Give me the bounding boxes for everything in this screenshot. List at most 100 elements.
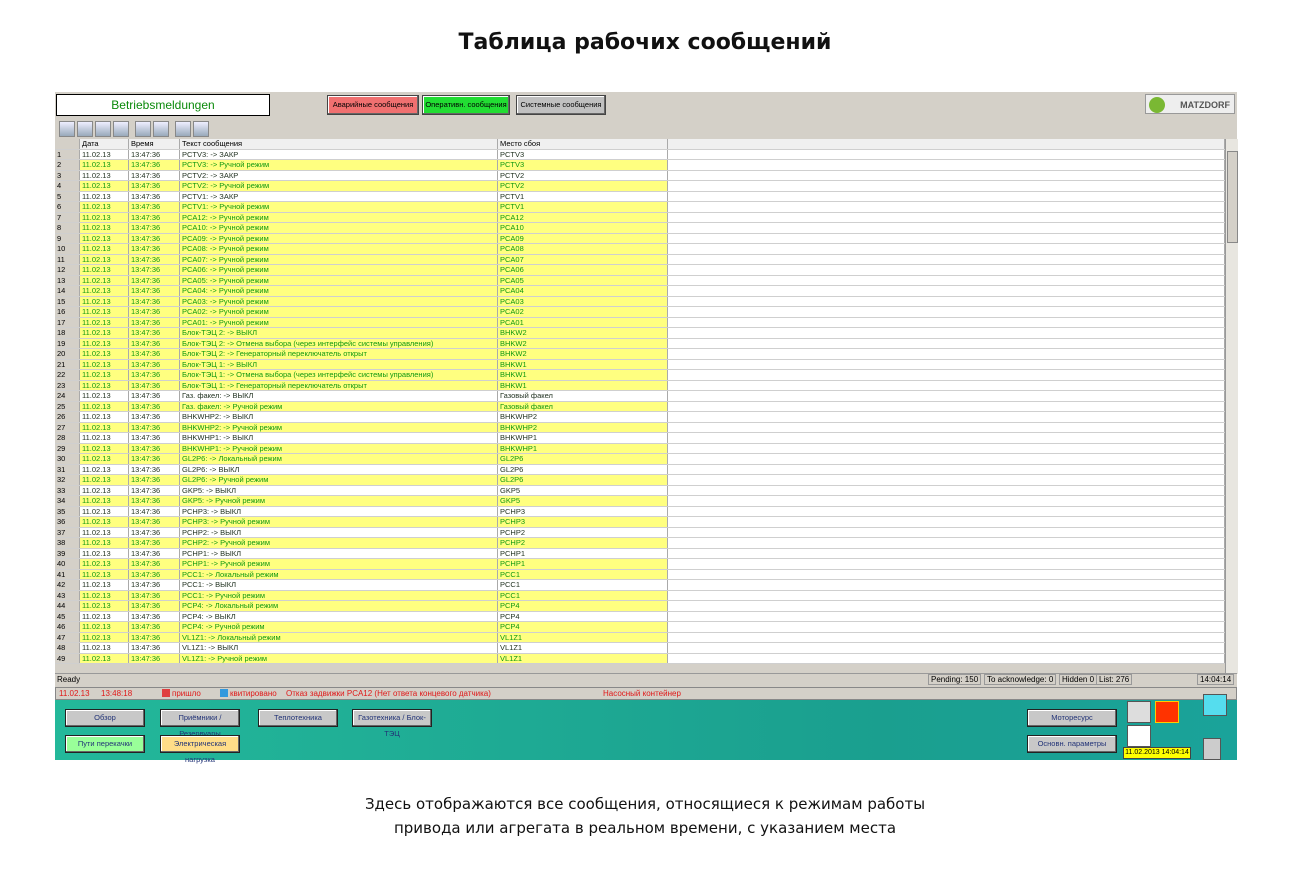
export-icon[interactable]: [113, 121, 129, 137]
row-time: 13:47:36: [129, 202, 180, 212]
vertical-scrollbar[interactable]: [1225, 139, 1238, 674]
row-time: 13:47:36: [129, 454, 180, 464]
table-row[interactable]: 20 11.02.13 13:47:36 Блок-ТЭЦ 2: -> Генерат…: [55, 349, 1225, 360]
table-row[interactable]: 11 11.02.13 13:47:36 PCA07: -> Ручной режим…: [55, 254, 1225, 265]
header-time[interactable]: Время: [129, 139, 180, 149]
chart-icon[interactable]: [95, 121, 111, 137]
table-row[interactable]: 36 11.02.13 13:47:36 PCHP3: -> Ручной режим…: [55, 517, 1225, 528]
row-number: 17: [55, 317, 80, 327]
nav-params-button[interactable]: Основн. параметры: [1027, 735, 1117, 753]
nav-electric-button[interactable]: Электрическая нагрузка: [160, 735, 240, 764]
scrollbar-thumb[interactable]: [1227, 151, 1238, 243]
table-row[interactable]: 23 11.02.13 13:47:36 Блок-ТЭЦ 1: -> Генерат…: [55, 380, 1225, 391]
nav-receivers-button[interactable]: Приёмники / Резервуары: [160, 709, 240, 738]
nav-overview-button[interactable]: Обзор: [65, 709, 145, 727]
table-row[interactable]: 6 11.02.13 13:47:36 PCTV1: -> Ручной режим P…: [55, 202, 1225, 213]
row-location: PCHP3: [498, 506, 668, 516]
table-row[interactable]: 42 11.02.13 13:47:36 PCC1: -> ВЫКЛ PCC1: [55, 580, 1225, 591]
table-row[interactable]: 3 11.02.13 13:47:36 PCTV2: -> ЗАКР PCTV2: [55, 170, 1225, 181]
table-row[interactable]: 4 11.02.13 13:47:36 PCTV2: -> Ручной режим P…: [55, 181, 1225, 192]
exit-door-icon[interactable]: [1203, 738, 1221, 760]
row-date: 11.02.13: [80, 160, 129, 170]
row-number: 43: [55, 590, 80, 600]
table-row[interactable]: 1 11.02.13 13:47:36 PCTV3: -> ЗАКР PCTV3: [55, 149, 1225, 160]
header-location[interactable]: Место сбоя: [498, 139, 668, 149]
nav-motor-button[interactable]: Моторесурс: [1027, 709, 1117, 727]
table-row[interactable]: 32 11.02.13 13:47:36 GL2P6: -> Ручной режим…: [55, 475, 1225, 486]
table-row[interactable]: 28 11.02.13 13:47:36 BHKWHP1: -> ВЫКЛ BHKWHP…: [55, 433, 1225, 444]
table-row[interactable]: 7 11.02.13 13:47:36 PCA12: -> Ручной режим P…: [55, 212, 1225, 223]
table-row[interactable]: 14 11.02.13 13:47:36 PCA04: -> Ручной режим…: [55, 286, 1225, 297]
list-icon[interactable]: [77, 121, 93, 137]
sort-az-icon[interactable]: [193, 121, 209, 137]
table-row[interactable]: 48 11.02.13 13:47:36 VL1Z1: -> ВЫКЛ VL1Z1: [55, 643, 1225, 654]
table-row[interactable]: 47 11.02.13 13:47:36 VL1Z1: -> Локальный ре…: [55, 632, 1225, 643]
table-row[interactable]: 8 11.02.13 13:47:36 PCA10: -> Ручной режим P…: [55, 223, 1225, 234]
table-row[interactable]: 21 11.02.13 13:47:36 Блок-ТЭЦ 1: -> ВЫКЛ BHK…: [55, 359, 1225, 370]
status-hidden: Hidden 0: [1059, 674, 1098, 685]
table-row[interactable]: 35 11.02.13 13:47:36 PCHP3: -> ВЫКЛ PCHP3: [55, 506, 1225, 517]
table-row[interactable]: 5 11.02.13 13:47:36 PCTV1: -> ЗАКР PCTV1: [55, 191, 1225, 202]
row-location: PCHP2: [498, 538, 668, 548]
table-row[interactable]: 27 11.02.13 13:47:36 BHKWHP2: -> Ручной реж…: [55, 422, 1225, 433]
current-alarm-line[interactable]: 11.02.13 13:48:18 пришло квитировано Отк…: [55, 687, 1237, 700]
row-date: 11.02.13: [80, 307, 129, 317]
table-row[interactable]: 16 11.02.13 13:47:36 PCA02: -> Ручной режим…: [55, 307, 1225, 318]
row-text: Блок-ТЭЦ 2: -> Отмена выбора (через инте…: [180, 338, 498, 348]
table-row[interactable]: 22 11.02.13 13:47:36 Блок-ТЭЦ 1: -> Отмена …: [55, 370, 1225, 381]
table-row[interactable]: 17 11.02.13 13:47:36 PCA01: -> Ручной режим…: [55, 317, 1225, 328]
header-date[interactable]: Дата: [80, 139, 129, 149]
row-date: 11.02.13: [80, 223, 129, 233]
table-row[interactable]: 44 11.02.13 13:47:36 PCP4: -> Локальный реж…: [55, 601, 1225, 612]
table-row[interactable]: 18 11.02.13 13:47:36 Блок-ТЭЦ 2: -> ВЫКЛ BHK…: [55, 328, 1225, 339]
table-row[interactable]: 25 11.02.13 13:47:36 Газ. факел: -> Ручной …: [55, 401, 1225, 412]
row-text: PCA07: -> Ручной режим: [180, 254, 498, 264]
table-row[interactable]: 13 11.02.13 13:47:36 PCA05: -> Ручной режим…: [55, 275, 1225, 286]
table-row[interactable]: 33 11.02.13 13:47:36 GKP5: -> ВЫКЛ GKP5: [55, 485, 1225, 496]
caption-line-1: Здесь отображаются все сообщения, относя…: [364, 795, 926, 813]
table-row[interactable]: 15 11.02.13 13:47:36 PCA03: -> Ручной режим…: [55, 296, 1225, 307]
table-row[interactable]: 34 11.02.13 13:47:36 GKP5: -> Ручной режим G…: [55, 496, 1225, 507]
tab-alarm-messages[interactable]: Аварийные сообщения: [327, 95, 419, 115]
alarm-burst-icon[interactable]: [1155, 701, 1179, 723]
table-row[interactable]: 26 11.02.13 13:47:36 BHKWHP2: -> ВЫКЛ BHKWHP…: [55, 412, 1225, 423]
acknowledge-icon[interactable]: [1127, 701, 1151, 723]
refresh-icon[interactable]: [153, 121, 169, 137]
table-row[interactable]: 2 11.02.13 13:47:36 PCTV3: -> Ручной режим P…: [55, 160, 1225, 171]
table-row[interactable]: 45 11.02.13 13:47:36 PCP4: -> ВЫКЛ PCP4: [55, 611, 1225, 622]
table-row[interactable]: 9 11.02.13 13:47:36 PCA09: -> Ручной режим P…: [55, 233, 1225, 244]
table-row[interactable]: 39 11.02.13 13:47:36 PCHP1: -> ВЫКЛ PCHP1: [55, 548, 1225, 559]
row-number: 6: [55, 202, 80, 212]
row-empty: [668, 485, 1225, 495]
row-date: 11.02.13: [80, 454, 129, 464]
nav-gas-button[interactable]: Газотехника / Блок-ТЭЦ: [352, 709, 432, 738]
table-row[interactable]: 46 11.02.13 13:47:36 PCP4: -> Ручной режим P…: [55, 622, 1225, 633]
nav-heat-button[interactable]: Теплотехника: [258, 709, 338, 727]
table-row[interactable]: 40 11.02.13 13:47:36 PCHP1: -> Ручной режим…: [55, 559, 1225, 570]
row-text: GL2P6: -> Локальный режим: [180, 454, 498, 464]
acknowledge-icon[interactable]: [59, 121, 75, 137]
table-row[interactable]: 43 11.02.13 13:47:36 PCC1: -> Ручной режим P…: [55, 590, 1225, 601]
table-row[interactable]: 30 11.02.13 13:47:36 GL2P6: -> Локальный ре…: [55, 454, 1225, 465]
trend-icon[interactable]: [1203, 694, 1227, 716]
row-text: PCTV2: -> Ручной режим: [180, 181, 498, 191]
header-text[interactable]: Текст сообщения: [180, 139, 498, 149]
table-row[interactable]: 41 11.02.13 13:47:36 PCC1: -> Локальный реж…: [55, 569, 1225, 580]
tab-operational-messages[interactable]: Оперативн. сообщения: [422, 95, 510, 115]
status-clock: 14:04:14: [1197, 674, 1235, 685]
table-row[interactable]: 37 11.02.13 13:47:36 PCHP2: -> ВЫКЛ PCHP2: [55, 527, 1225, 538]
table-row[interactable]: 38 11.02.13 13:47:36 PCHP2: -> Ручной режим…: [55, 538, 1225, 549]
sort-icon[interactable]: [175, 121, 191, 137]
tab-system-messages[interactable]: Системные сообщения: [516, 95, 606, 115]
table-row[interactable]: 12 11.02.13 13:47:36 PCA06: -> Ручной режим…: [55, 265, 1225, 276]
print-icon[interactable]: [135, 121, 151, 137]
table-row[interactable]: 49 11.02.13 13:47:36 VL1Z1: -> Ручной режим…: [55, 653, 1225, 664]
row-date: 11.02.13: [80, 286, 129, 296]
table-row[interactable]: 31 11.02.13 13:47:36 GL2P6: -> ВЫКЛ GL2P6: [55, 464, 1225, 475]
tool-icon[interactable]: [1127, 725, 1151, 747]
table-row[interactable]: 19 11.02.13 13:47:36 Блок-ТЭЦ 2: -> Отмена …: [55, 338, 1225, 349]
table-row[interactable]: 29 11.02.13 13:47:36 BHKWHP1: -> Ручной реж…: [55, 443, 1225, 454]
table-row[interactable]: 10 11.02.13 13:47:36 PCA08: -> Ручной режим…: [55, 244, 1225, 255]
table-row[interactable]: 24 11.02.13 13:47:36 Газ. факел: -> ВЫКЛ Газ…: [55, 391, 1225, 402]
nav-paths-button[interactable]: Пути перекачки: [65, 735, 145, 753]
